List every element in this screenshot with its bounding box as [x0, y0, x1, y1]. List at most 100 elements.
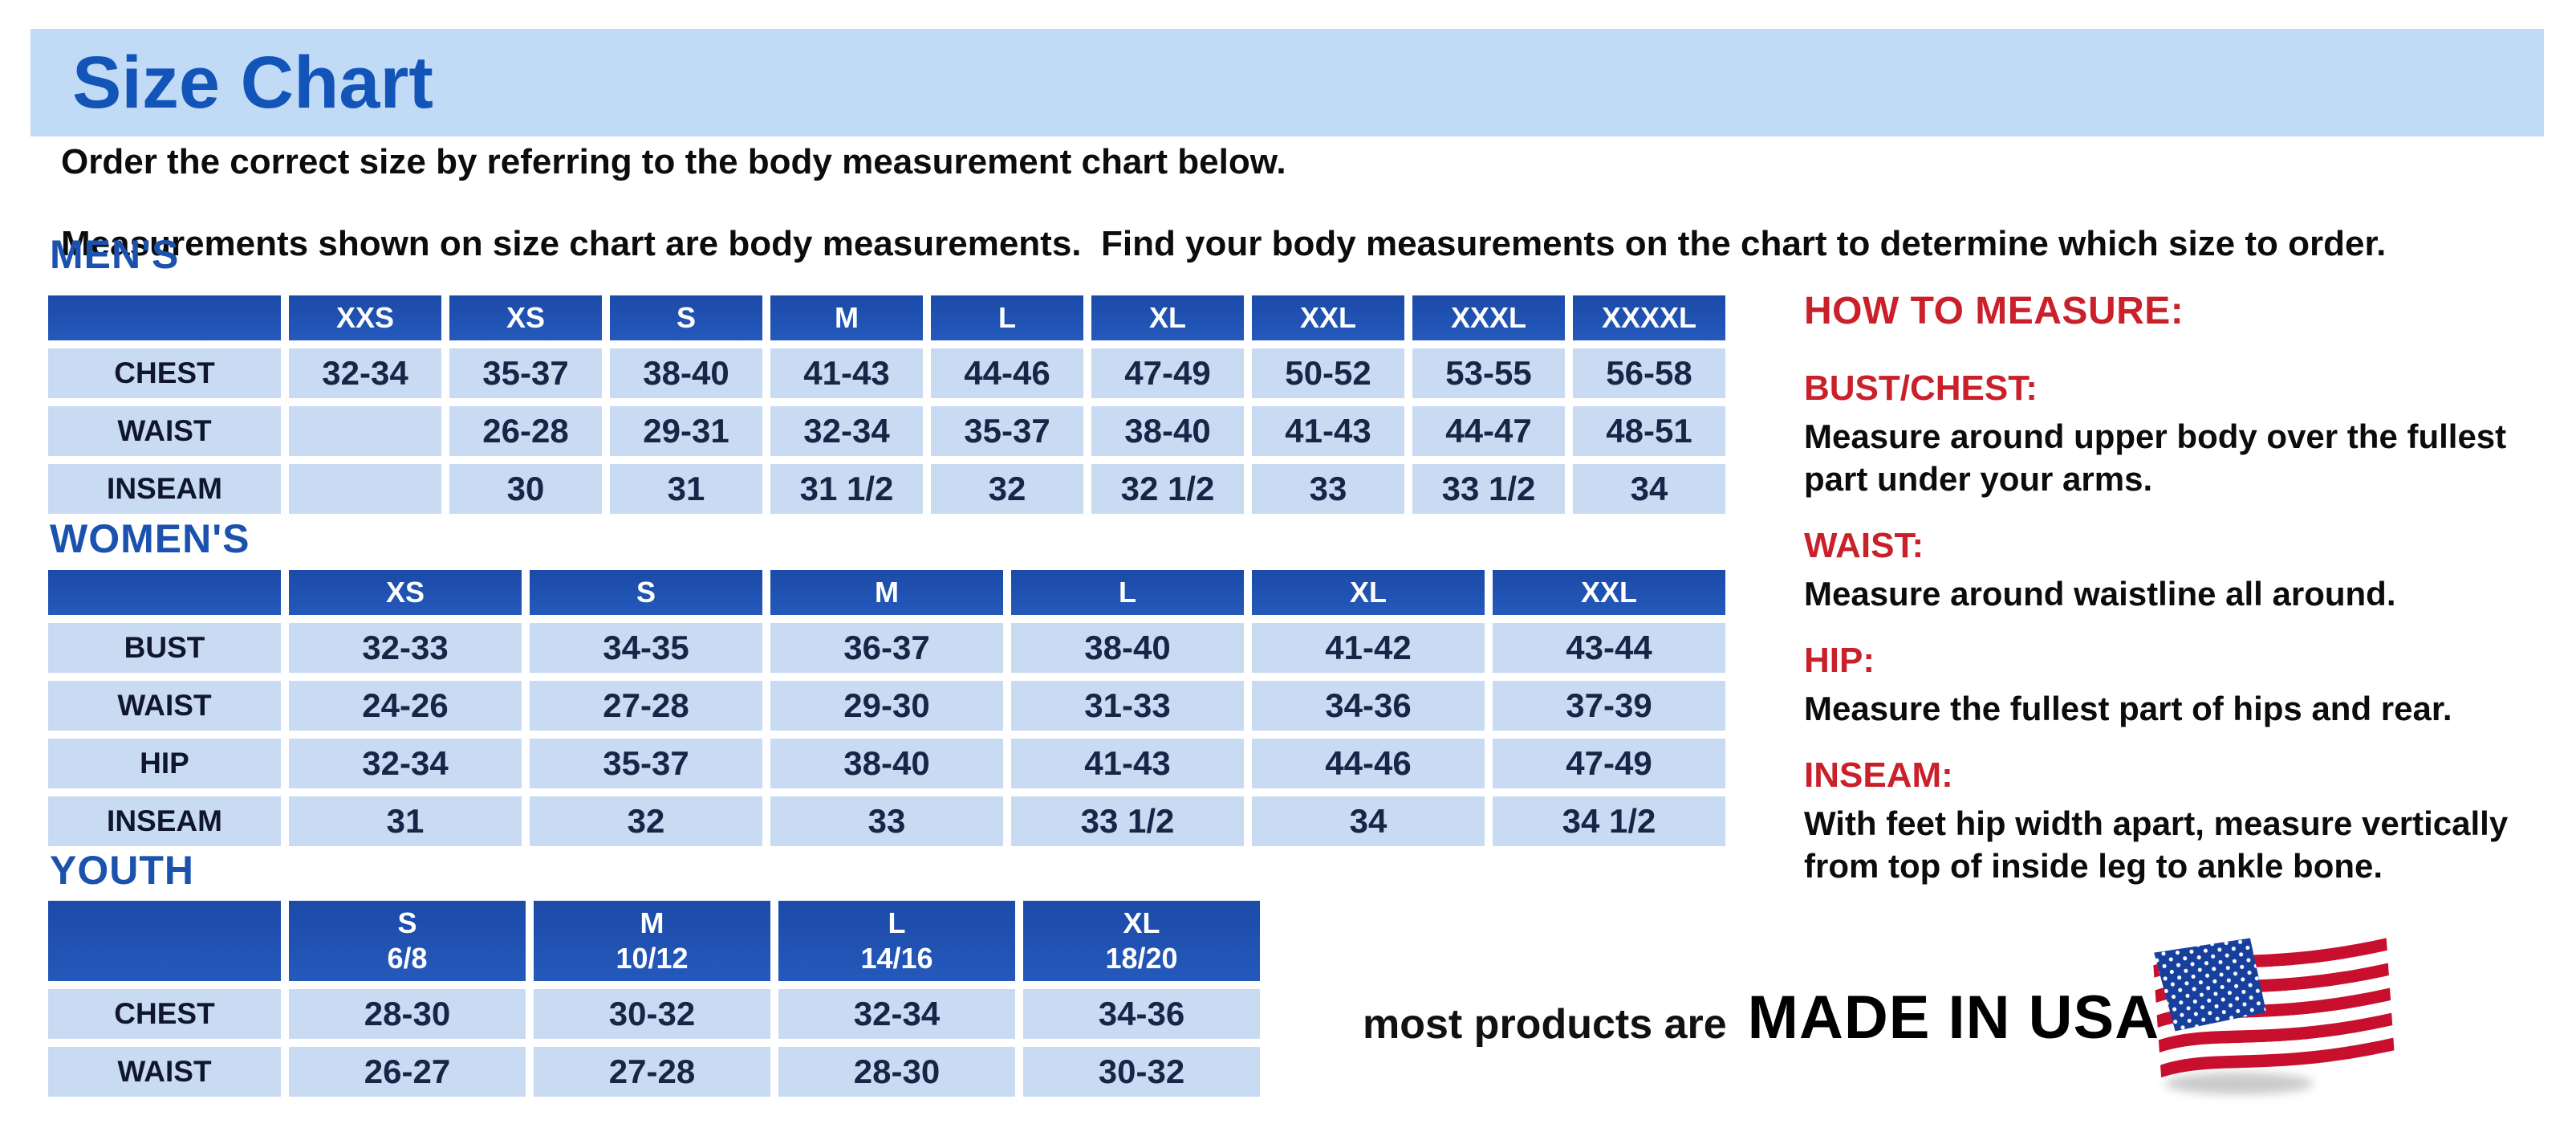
value-cell: 34 [1252, 796, 1485, 846]
value-cell: 26-27 [289, 1047, 526, 1097]
value-cell: 26-28 [449, 406, 602, 456]
value-cell: 29-31 [610, 406, 762, 456]
value-cell [289, 464, 441, 514]
value-cell: 30 [449, 464, 602, 514]
value-cell: 32-34 [770, 406, 923, 456]
column-header-cell: XL [1252, 570, 1485, 615]
column-header-cell: L [1011, 570, 1244, 615]
column-header-cell: XL [1091, 295, 1244, 340]
row-label-cell: CHEST [48, 348, 281, 398]
value-cell: 41-43 [1252, 406, 1404, 456]
youth-size-table: S 6/8 M 10/12 L 14/16 XL 18/20 CHEST 28-30 30-32 32… [48, 901, 1260, 1097]
how-to-measure-panel: HOW TO MEASURE: BUST/CHEST: Measure arou… [1804, 289, 2566, 887]
column-header-cell: S [610, 295, 762, 340]
column-header-cell: XXXXL [1573, 295, 1725, 340]
column-header-cell: XS [289, 570, 522, 615]
measure-term-hip: HIP: [1804, 641, 1875, 680]
row-label-cell: WAIST [48, 406, 281, 456]
value-cell: 32-34 [289, 739, 522, 788]
value-cell: 41-43 [770, 348, 923, 398]
value-cell: 30-32 [534, 989, 770, 1039]
row-label-cell: WAIST [48, 681, 281, 731]
value-cell: 32-34 [778, 989, 1015, 1039]
value-cell: 32 [931, 464, 1083, 514]
value-cell: 35-37 [530, 739, 762, 788]
value-cell: 35-37 [931, 406, 1083, 456]
how-to-measure-heading: HOW TO MEASURE: [1804, 290, 2184, 332]
table-corner-cell [48, 570, 281, 615]
mens-size-table: XXS XS S M L XL XXL XXXL XXXXL CHEST 32-34 35-37 38-… [48, 295, 1725, 514]
value-cell: 53-55 [1412, 348, 1565, 398]
column-header-cell: XXXL [1412, 295, 1565, 340]
value-cell: 34-36 [1252, 681, 1485, 731]
value-cell: 43-44 [1493, 623, 1725, 673]
value-cell: 47-49 [1493, 739, 1725, 788]
column-header-cell: XXL [1493, 570, 1725, 615]
value-cell: 30-32 [1023, 1047, 1260, 1097]
row-label-cell: CHEST [48, 989, 281, 1039]
value-cell: 32-34 [289, 348, 441, 398]
value-cell: 44-47 [1412, 406, 1565, 456]
value-cell: 34 [1573, 464, 1725, 514]
usa-flag-icon [2153, 938, 2395, 1095]
made-in-usa-line: most products are MADE IN USA [1363, 983, 2160, 1053]
value-cell: 33 [1252, 464, 1404, 514]
row-label-cell: BUST [48, 623, 281, 673]
title-banner: Size Chart [30, 29, 2544, 136]
column-header-cell: XXS [289, 295, 441, 340]
value-cell: 31 [610, 464, 762, 514]
value-cell: 48-51 [1573, 406, 1725, 456]
measure-term-inseam: INSEAM: [1804, 755, 1953, 795]
measure-desc-waist: Measure around waistline all around. [1804, 575, 2396, 613]
table-corner-cell [48, 901, 281, 981]
value-cell: 38-40 [1091, 406, 1244, 456]
column-header-cell: XL 18/20 [1023, 901, 1260, 981]
intro-line-2: Measurements shown on size chart are bod… [61, 224, 2387, 263]
column-header-cell: S 6/8 [289, 901, 526, 981]
value-cell: 35-37 [449, 348, 602, 398]
measure-term-waist: WAIST: [1804, 526, 1924, 565]
made-in-usa-text: MADE IN USA [1747, 983, 2160, 1052]
youth-section-heading: YOUTH [50, 848, 194, 893]
value-cell: 27-28 [534, 1047, 770, 1097]
value-cell: 33 1/2 [1011, 796, 1244, 846]
value-cell: 28-30 [289, 989, 526, 1039]
value-cell: 24-26 [289, 681, 522, 731]
value-cell: 34-36 [1023, 989, 1260, 1039]
value-cell: 32 1/2 [1091, 464, 1244, 514]
column-header-cell: XS [449, 295, 602, 340]
measure-desc-hip: Measure the fullest part of hips and rea… [1804, 690, 2452, 727]
intro-text: Order the correct size by referring to t… [61, 141, 2386, 264]
value-cell: 33 1/2 [1412, 464, 1565, 514]
value-cell: 29-30 [770, 681, 1003, 731]
value-cell: 33 [770, 796, 1003, 846]
column-header-cell: L [931, 295, 1083, 340]
value-cell: 38-40 [770, 739, 1003, 788]
measure-term-bust-chest: BUST/CHEST: [1804, 369, 2038, 408]
value-cell [289, 406, 441, 456]
column-header-cell: M 10/12 [534, 901, 770, 981]
row-label-cell: INSEAM [48, 464, 281, 514]
column-header-cell: XXL [1252, 295, 1404, 340]
table-corner-cell [48, 295, 281, 340]
value-cell: 44-46 [1252, 739, 1485, 788]
value-cell: 44-46 [931, 348, 1083, 398]
value-cell: 28-30 [778, 1047, 1015, 1097]
value-cell: 27-28 [530, 681, 762, 731]
value-cell: 32 [530, 796, 762, 846]
row-label-cell: WAIST [48, 1047, 281, 1097]
value-cell: 56-58 [1573, 348, 1725, 398]
column-header-cell: M [770, 570, 1003, 615]
measure-desc-bust-chest: Measure around upper body over the fulle… [1804, 417, 2507, 498]
value-cell: 37-39 [1493, 681, 1725, 731]
value-cell: 47-49 [1091, 348, 1244, 398]
column-header-cell: S [530, 570, 762, 615]
value-cell: 31 [289, 796, 522, 846]
intro-line-1: Order the correct size by referring to t… [61, 142, 1286, 181]
measure-desc-inseam: With feet hip width apart, measure verti… [1804, 804, 2509, 885]
value-cell: 31 1/2 [770, 464, 923, 514]
value-cell: 32-33 [289, 623, 522, 673]
row-label-cell: INSEAM [48, 796, 281, 846]
row-label-cell: HIP [48, 739, 281, 788]
